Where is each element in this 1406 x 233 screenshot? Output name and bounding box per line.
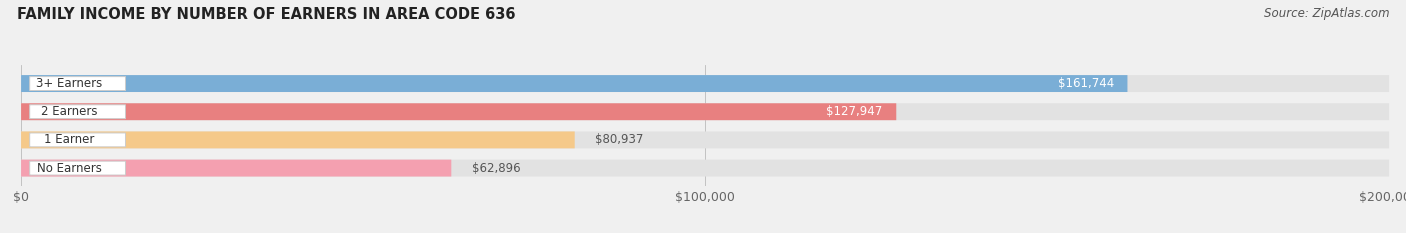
Text: 3+ Earners: 3+ Earners	[35, 77, 103, 90]
Text: 2 Earners: 2 Earners	[41, 105, 97, 118]
Text: Source: ZipAtlas.com: Source: ZipAtlas.com	[1264, 7, 1389, 20]
FancyBboxPatch shape	[21, 75, 1128, 92]
FancyBboxPatch shape	[30, 161, 125, 175]
Text: $80,937: $80,937	[595, 134, 644, 146]
Text: FAMILY INCOME BY NUMBER OF EARNERS IN AREA CODE 636: FAMILY INCOME BY NUMBER OF EARNERS IN AR…	[17, 7, 516, 22]
Text: 1 Earner: 1 Earner	[44, 134, 94, 146]
FancyBboxPatch shape	[21, 75, 1389, 92]
FancyBboxPatch shape	[30, 105, 125, 119]
Text: $127,947: $127,947	[827, 105, 883, 118]
FancyBboxPatch shape	[21, 103, 1389, 120]
FancyBboxPatch shape	[21, 103, 896, 120]
FancyBboxPatch shape	[21, 160, 451, 177]
FancyBboxPatch shape	[21, 160, 1389, 177]
FancyBboxPatch shape	[30, 77, 125, 90]
FancyBboxPatch shape	[30, 133, 125, 147]
Text: $62,896: $62,896	[472, 161, 520, 175]
FancyBboxPatch shape	[21, 131, 1389, 148]
FancyBboxPatch shape	[21, 131, 575, 148]
Text: $161,744: $161,744	[1057, 77, 1114, 90]
Text: No Earners: No Earners	[37, 161, 101, 175]
